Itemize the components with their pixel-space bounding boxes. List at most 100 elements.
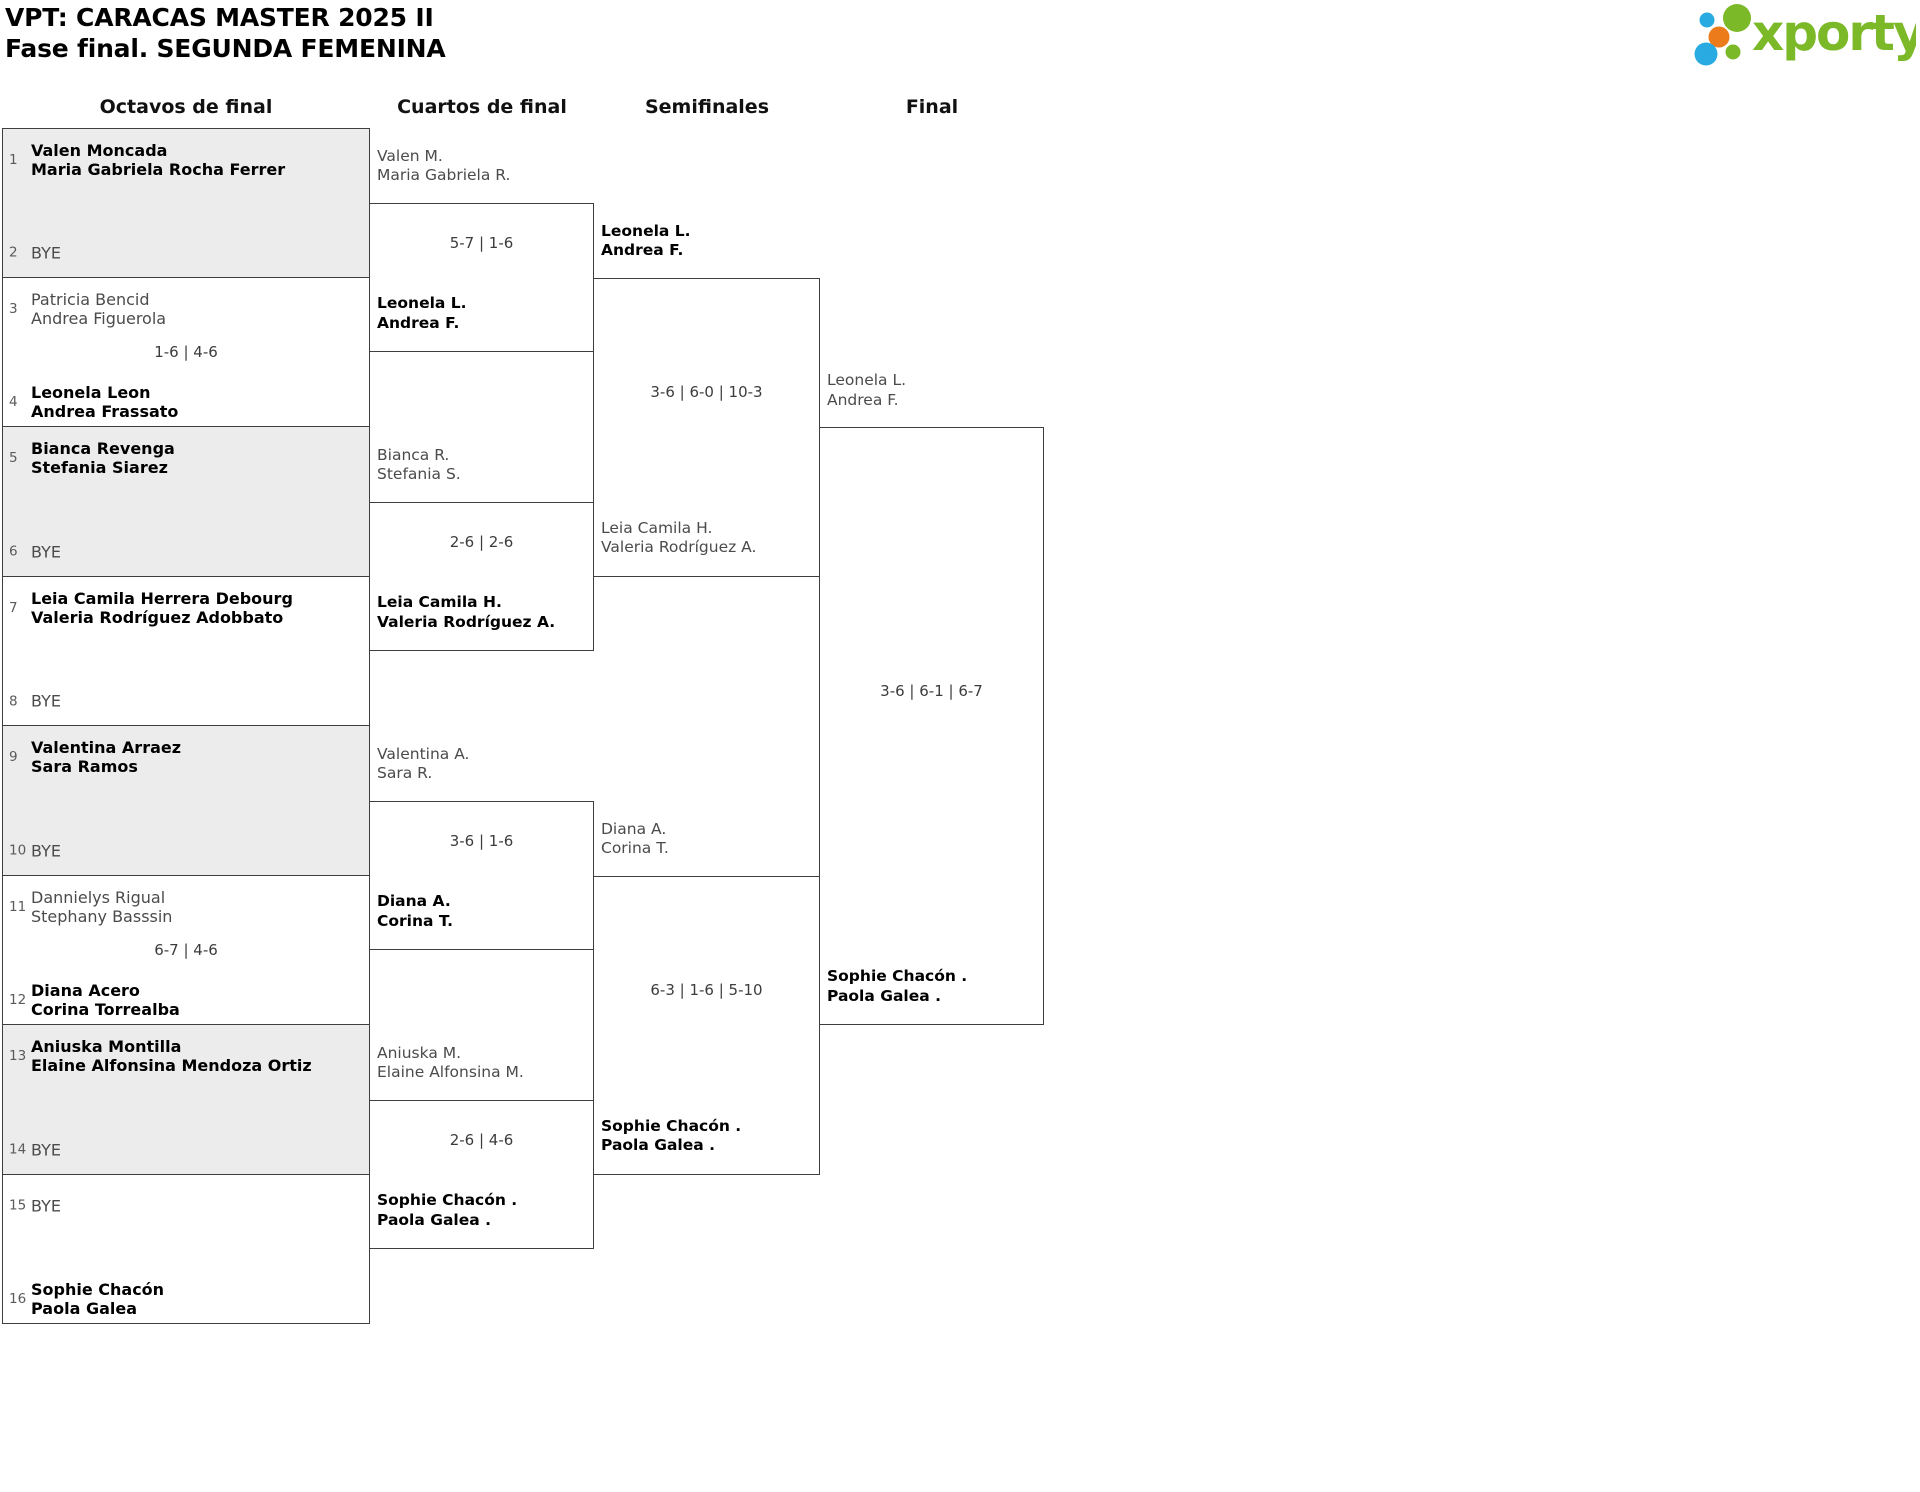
logo-dot-orange [1708, 26, 1730, 48]
team-slot: 9 Valentina Arraez Sara Ramos [9, 738, 363, 776]
match-octavos-6[interactable]: 11 Dannielys Rigual Stephany Basssin 12 Dian… [2, 875, 370, 1025]
match-cuartos-4[interactable]: Aniuska M. Elaine Alfonsina M. Sophie Chac… [369, 1044, 594, 1250]
team-name: BYE [31, 1140, 61, 1159]
team-name: Valentina A. Sara R. [377, 744, 470, 783]
match-semifinales-1[interactable]: Leonela L. Andrea F. Leia Camila H. Valeria… [593, 222, 820, 577]
match-octavos-3[interactable]: 5 Bianca Revenga Stefania Siarez 6 BYE [2, 427, 370, 577]
team-name: Diana A. Corina T. [377, 892, 453, 930]
seed-number: 13 [9, 1048, 27, 1064]
match-octavos-5[interactable]: 9 Valentina Arraez Sara Ramos 10 BYE [2, 726, 370, 876]
seed-number: 12 [9, 992, 27, 1008]
team-name: Leia Camila H. Valeria Rodríguez A. [377, 593, 556, 631]
team-name: BYE [31, 1196, 61, 1215]
match-semifinales-2[interactable]: Diana A. Corina T. Sophie Chacón . Paola Ga… [593, 820, 820, 1175]
seed-number: 6 [9, 543, 18, 560]
team-name: Valen M. Maria Gabriela R. [377, 146, 511, 185]
team-name: Patricia Bencid Andrea Figuerola [31, 289, 167, 328]
logo-dot-green-small [1725, 44, 1741, 60]
round-header-cuartos: Cuartos de final [397, 96, 567, 118]
seed-number: 11 [9, 898, 27, 915]
team-slot: 16 Sophie Chacón Paola Galea [9, 1280, 363, 1318]
match-score: 1-6 | 4-6 [154, 342, 218, 361]
team-name: Leia Camila H. Valeria Rodríguez A. [601, 518, 757, 557]
match-score: 2-6 | 4-6 [449, 1130, 514, 1149]
seed-number: 4 [9, 394, 18, 410]
match-score: 2-6 | 2-6 [449, 532, 514, 551]
team-slot: 7 Leia Camila Herrera Debourg Valeria Rodr… [9, 589, 363, 627]
team-slot: 3 Patricia Bencid Andrea Figuerola [9, 290, 363, 328]
team-slot: 12 Diana Acero Corina Torrealba [9, 981, 363, 1019]
phase-subtitle: Fase final. SEGUNDA FEMENINA [5, 34, 446, 63]
match-score: 3-6 | 6-0 | 10-3 [650, 383, 763, 401]
team-name: Diana Acero Corina Torrealba [31, 981, 180, 1019]
team-name: Diana A. Corina T. [601, 819, 669, 858]
match-cuartos-2[interactable]: Bianca R. Stefania S. Leia Camila H. Valeri… [369, 446, 594, 652]
team-name: Valen Moncada Maria Gabriela Rocha Ferrer [31, 141, 286, 179]
match-cuartos-3[interactable]: Valentina A. Sara R. Diana A. Corina T. 3-6 … [369, 745, 594, 951]
match-octavos-8[interactable]: 15 BYE 16 Sophie Chacón Paola Galea [2, 1174, 370, 1324]
seed-number: 9 [9, 749, 18, 765]
team-slot: 13 Aniuska Montilla Elaine Alfonsina Mendo… [9, 1037, 363, 1075]
team-name: Sophie Chacón . Paola Galea . [377, 1191, 518, 1229]
team-slot: 6 BYE [9, 542, 363, 561]
seed-number: 7 [9, 599, 18, 616]
match-cuartos-1[interactable]: Valen M. Maria Gabriela R. Leonela L. Andre… [369, 147, 594, 353]
tournament-title: VPT: CARACAS MASTER 2025 II [5, 3, 434, 32]
team-name: Leia Camila Herrera Debourg Valeria Rodrí… [31, 588, 293, 627]
team-name: Leonela L. Andrea F. [827, 371, 907, 409]
seed-number: 5 [9, 450, 18, 466]
page-title: VPT: CARACAS MASTER 2025 II Fase final. … [5, 2, 446, 64]
match-final-1[interactable]: Leonela L. Andrea F. Sophie Chacón . Paola … [819, 371, 1044, 1025]
team-slot: 4 Leonela Leon Andrea Frassato [9, 383, 363, 421]
seed-number: 3 [9, 300, 18, 317]
team-name: Aniuska Montilla Elaine Alfonsina Mendoza… [31, 1037, 312, 1075]
team-name: Leonela L. Andrea F. [601, 221, 691, 260]
team-name: Dannielys Rigual Stephany Basssin [31, 887, 173, 926]
team-name: Sophie Chacón Paola Galea [31, 1280, 165, 1318]
seed-number: 15 [9, 1197, 27, 1214]
logo-dot-green-large [1723, 4, 1751, 32]
match-octavos-4[interactable]: 7 Leia Camila Herrera Debourg Valeria Rodr… [2, 576, 370, 726]
seed-number: 8 [9, 693, 18, 709]
team-slot: 10 BYE [9, 841, 363, 860]
round-header-final: Final [905, 96, 959, 118]
logo-dot-blue-small [1699, 12, 1715, 28]
team-slot: 15 BYE [9, 1196, 363, 1215]
match-score: 6-7 | 4-6 [154, 940, 218, 959]
team-slot: 8 BYE [9, 692, 363, 711]
team-name: Sophie Chacón . Paola Galea . [827, 967, 968, 1005]
match-octavos-1[interactable]: 1 Valen Moncada Maria Gabriela Rocha Ferre… [2, 128, 370, 278]
match-octavos-7[interactable]: 13 Aniuska Montilla Elaine Alfonsina Mendo… [2, 1025, 370, 1175]
match-score: 3-6 | 1-6 [449, 831, 514, 850]
team-name: BYE [31, 841, 61, 860]
team-slot: 1 Valen Moncada Maria Gabriela Rocha Ferre… [9, 141, 363, 179]
team-name: BYE [31, 542, 61, 561]
match-score: 5-7 | 1-6 [449, 233, 514, 252]
seed-number: 1 [9, 152, 18, 168]
team-name: Sophie Chacón . Paola Galea . [601, 1116, 742, 1155]
team-name: Leonela L. Andrea F. [377, 294, 467, 332]
team-name: Leonela Leon Andrea Frassato [31, 383, 179, 421]
xporty-logo[interactable]: xporty [1686, 2, 1916, 68]
match-score: 6-3 | 1-6 | 5-10 [650, 981, 763, 999]
team-slot: 14 BYE [9, 1140, 363, 1159]
seed-number: 14 [9, 1141, 27, 1158]
team-slot: 5 Bianca Revenga Stefania Siarez [9, 439, 363, 477]
team-name: Bianca Revenga Stefania Siarez [31, 439, 175, 477]
team-name: BYE [31, 691, 61, 711]
logo-dot-blue-large [1694, 42, 1718, 66]
team-name: Bianca R. Stefania S. [377, 445, 461, 484]
team-name: Valentina Arraez Sara Ramos [31, 738, 182, 776]
round-header-octavos: Octavos de final [99, 96, 273, 118]
team-slot: 11 Dannielys Rigual Stephany Basssin [9, 888, 363, 926]
seed-number: 2 [9, 244, 18, 261]
round-header-semifinales: Semifinales [644, 96, 770, 118]
team-name: Aniuska M. Elaine Alfonsina M. [377, 1043, 524, 1082]
match-octavos-2[interactable]: 3 Patricia Bencid Andrea Figuerola 4 Leonela… [2, 277, 370, 427]
seed-number: 16 [9, 1291, 27, 1307]
match-score: 3-6 | 6-1 | 6-7 [880, 682, 983, 700]
team-name: BYE [31, 243, 61, 262]
seed-number: 10 [9, 842, 27, 859]
